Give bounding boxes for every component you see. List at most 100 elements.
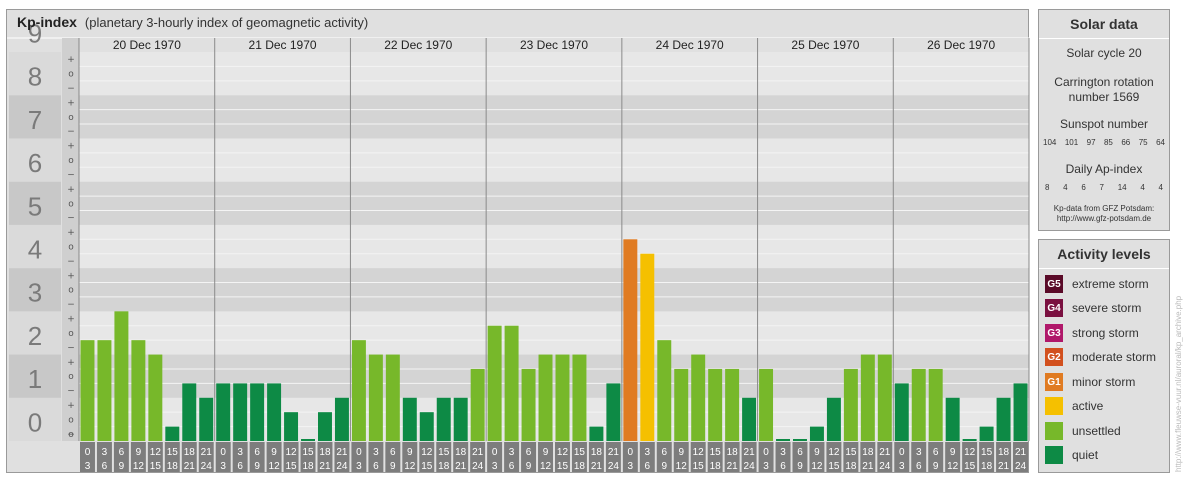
kp-band bbox=[79, 268, 1029, 312]
interval-start-label: 0 bbox=[628, 447, 634, 458]
interval-box bbox=[996, 442, 1012, 472]
interval-box bbox=[504, 442, 520, 472]
chart-title: Kp-index bbox=[17, 14, 77, 30]
y-tick-label: 9 bbox=[28, 18, 42, 48]
interval-box bbox=[622, 442, 638, 472]
interval-box bbox=[673, 442, 689, 472]
interval-end-label: 21 bbox=[591, 461, 603, 472]
interval-start-label: 21 bbox=[1015, 447, 1027, 458]
kp-bar bbox=[385, 354, 400, 441]
kp-bar bbox=[301, 439, 315, 441]
kp-bar bbox=[979, 426, 994, 441]
interval-start-label: 21 bbox=[744, 447, 756, 458]
kp-bar bbox=[759, 368, 774, 441]
sunspot-title: Sunspot number bbox=[1059, 117, 1149, 131]
interval-box bbox=[656, 442, 672, 472]
interval-start-label: 21 bbox=[472, 447, 484, 458]
interval-end-label: 3 bbox=[492, 461, 498, 472]
interval-end-label: 18 bbox=[574, 461, 586, 472]
ap-value: 14 bbox=[1117, 183, 1127, 192]
kp-bar bbox=[793, 439, 807, 441]
interval-start-label: 18 bbox=[184, 447, 196, 458]
interval-box bbox=[843, 442, 859, 472]
interval-box bbox=[639, 442, 655, 472]
interval-end-label: 9 bbox=[526, 461, 532, 472]
interval-end-label: 12 bbox=[947, 461, 959, 472]
solar-data-panel: Solar data Solar cycle 20 Carrington rot… bbox=[1038, 9, 1170, 231]
g3-swatch: G3 bbox=[1045, 324, 1063, 342]
kp-label-band bbox=[9, 95, 61, 139]
interval-start-label: 6 bbox=[254, 447, 260, 458]
interval-start-label: 12 bbox=[964, 447, 976, 458]
kp-label-band bbox=[9, 138, 61, 182]
minor-axis-column bbox=[62, 38, 79, 441]
g2-swatch: G2 bbox=[1045, 348, 1063, 366]
interval-end-label: 12 bbox=[811, 461, 823, 472]
interval-start-label: 9 bbox=[543, 447, 549, 458]
kp-label-band bbox=[9, 354, 61, 398]
kp-bar bbox=[351, 340, 366, 441]
source-line-2: http://www.gfz-potsdam.de bbox=[1056, 214, 1152, 223]
kp-label-band bbox=[9, 268, 61, 312]
interval-end-label: 24 bbox=[201, 461, 213, 472]
interval-end-label: 18 bbox=[845, 461, 857, 472]
interval-start-label: 21 bbox=[201, 447, 213, 458]
kp-bar bbox=[97, 340, 112, 441]
kp-index-panel: 0 1 2 3 4 5 6 7 8 9 + o − + o − + o − + o − + o − + o − + o − + o − + o − o 20… bbox=[6, 9, 1030, 473]
interval-start-label: 0 bbox=[492, 447, 498, 458]
kp-bar bbox=[674, 368, 689, 441]
interval-start-label: 12 bbox=[150, 447, 162, 458]
interval-end-label: 21 bbox=[727, 461, 739, 472]
interval-end-label: 9 bbox=[797, 461, 803, 472]
kp-label-band bbox=[9, 311, 61, 355]
kp-bar bbox=[470, 368, 485, 441]
ap-value: 7 bbox=[1099, 183, 1104, 192]
interval-box bbox=[487, 442, 503, 472]
kp-bar bbox=[776, 439, 790, 441]
sunspot-values-row: 104 101 97 85 66 75 64 bbox=[1043, 138, 1165, 147]
y-tick-label: 6 bbox=[28, 148, 42, 178]
interval-box bbox=[724, 442, 740, 472]
y-minor-label: o bbox=[68, 113, 74, 123]
y-minor-label: o bbox=[68, 286, 74, 296]
kp-bar bbox=[233, 383, 248, 441]
kp-band bbox=[79, 224, 1029, 269]
kp-bar bbox=[640, 253, 655, 441]
interval-box bbox=[317, 442, 333, 472]
interval-end-label: 15 bbox=[421, 461, 433, 472]
kp-bar bbox=[911, 368, 926, 441]
interval-box bbox=[979, 442, 995, 472]
interval-start-label: 18 bbox=[862, 447, 874, 458]
interval-box bbox=[402, 442, 418, 472]
y-minor-label: + bbox=[67, 228, 75, 238]
kp-bar bbox=[572, 354, 587, 441]
kp-bar bbox=[148, 354, 163, 441]
kp-bar bbox=[267, 383, 282, 441]
interval-box bbox=[911, 442, 927, 472]
interval-end-label: 3 bbox=[356, 461, 362, 472]
interval-start-label: 9 bbox=[950, 447, 956, 458]
kp-bar bbox=[826, 397, 841, 441]
sunspot-value: 64 bbox=[1156, 138, 1165, 147]
legend-label: active bbox=[1072, 399, 1104, 413]
y-tick-label: 5 bbox=[28, 191, 42, 221]
ap-value: 4 bbox=[1158, 183, 1163, 192]
interval-start-label: 15 bbox=[981, 447, 993, 458]
y-tick-label: 7 bbox=[28, 105, 42, 135]
kp-bar bbox=[521, 368, 536, 441]
interval-start-label: 3 bbox=[373, 447, 379, 458]
kp-bar bbox=[589, 426, 604, 441]
kp-bar bbox=[606, 383, 621, 441]
y-tick-label: 0 bbox=[28, 407, 42, 437]
interval-end-label: 18 bbox=[302, 461, 314, 472]
y-tick-label: 2 bbox=[28, 321, 42, 351]
interval-box bbox=[1013, 442, 1028, 472]
kp-bar bbox=[80, 340, 95, 441]
kp-band bbox=[79, 95, 1029, 139]
interval-start-label: 12 bbox=[828, 447, 840, 458]
interval-box bbox=[419, 442, 435, 472]
interval-start-label: 9 bbox=[136, 447, 142, 458]
kp-bar bbox=[725, 368, 740, 441]
interval-start-label: 6 bbox=[661, 447, 667, 458]
legend-item-strong-storm: G3 strong storm bbox=[1045, 323, 1139, 343]
